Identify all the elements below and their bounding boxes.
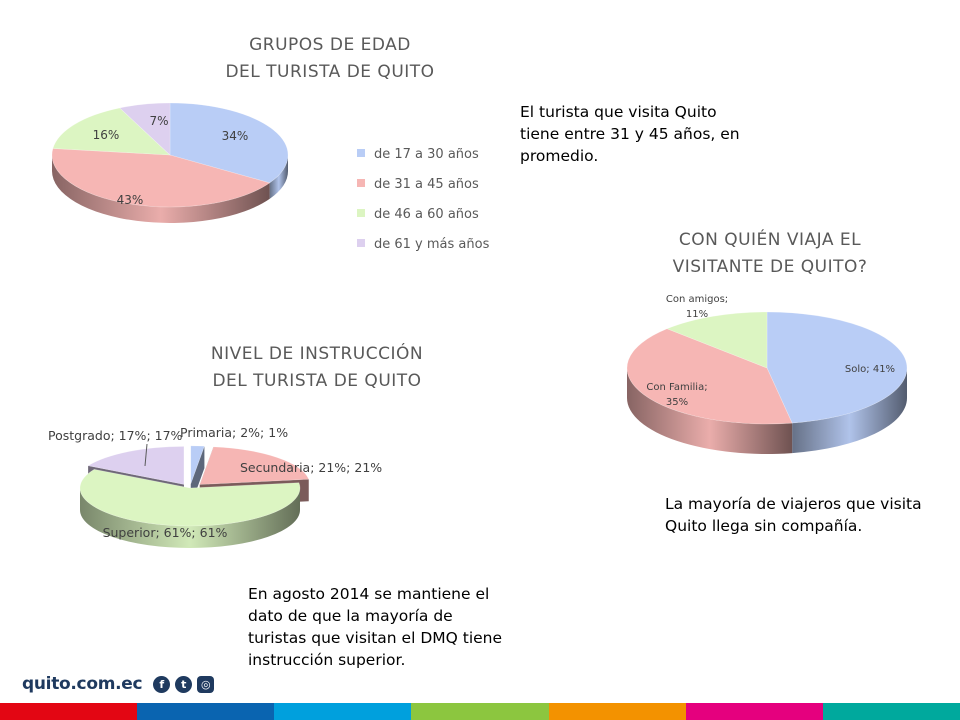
note-line: instrucción superior. bbox=[248, 651, 406, 669]
note-line: tiene entre 31 y 45 años, en bbox=[520, 125, 740, 143]
chart-title-line: DEL TURISTA DE QUITO bbox=[212, 371, 422, 391]
legend-label: de 31 a 45 años bbox=[374, 177, 479, 192]
chart-title-age: GRUPOS DE EDAD DEL TURISTA DE QUITO bbox=[200, 32, 460, 86]
pie-data-label: 34% bbox=[222, 129, 249, 143]
chart-title-line: VISITANTE DE QUITO? bbox=[672, 257, 868, 277]
chart-title-line: NIVEL DE INSTRUCCIÓN bbox=[210, 344, 424, 364]
pie-slice bbox=[51, 148, 271, 208]
pie-slice bbox=[87, 446, 185, 485]
pie-slice bbox=[52, 107, 171, 156]
pie-data-label: Primaria; 2%; 1% bbox=[180, 425, 288, 440]
pie-slice bbox=[766, 311, 908, 424]
legend-item: de 46 a 60 años bbox=[357, 207, 479, 222]
legend-label: de 46 a 60 años bbox=[374, 207, 479, 222]
pie-data-label: 16% bbox=[93, 128, 120, 142]
pie-data-label: 35% bbox=[666, 397, 688, 408]
pie-slice bbox=[169, 102, 289, 184]
note-line: dato de que la mayoría de bbox=[248, 607, 453, 625]
strip-segment bbox=[274, 703, 412, 720]
legend-label: de 17 a 30 años bbox=[374, 147, 479, 162]
chart-title-line: CON QUIÉN VIAJA EL bbox=[678, 230, 862, 250]
pie-chart-age: 34% 43% 16% 7% bbox=[51, 102, 289, 223]
note-line: En agosto 2014 se mantiene el bbox=[248, 585, 490, 603]
pie-depth bbox=[627, 368, 907, 454]
legend-swatch bbox=[357, 209, 365, 217]
pie-data-label: Secundaria; 21%; 21% bbox=[240, 460, 382, 475]
note-line: La mayoría de viajeros que visita bbox=[665, 495, 922, 513]
pie-data-label: 11% bbox=[686, 309, 708, 320]
strip-segment bbox=[548, 703, 686, 720]
legend-swatch bbox=[357, 239, 365, 247]
note-companion: La mayoría de viajeros que visita Quito … bbox=[665, 493, 935, 537]
legend-age: de 17 a 30 años de 31 a 45 años de 46 a … bbox=[357, 140, 507, 270]
note-age: El turista que visita Quito tiene entre … bbox=[520, 101, 760, 167]
strip-segment bbox=[0, 703, 138, 720]
legend-item: de 31 a 45 años bbox=[357, 177, 479, 192]
label-leader-line bbox=[144, 443, 148, 467]
pie-data-label: Con Familia; bbox=[646, 382, 707, 393]
pie-slice-side bbox=[792, 368, 907, 454]
instagram-icon[interactable]: ◎ bbox=[197, 675, 215, 693]
legend-swatch bbox=[357, 149, 365, 157]
pie-data-label: 43% bbox=[117, 193, 144, 207]
strip-segment bbox=[822, 703, 960, 720]
legend-item: de 61 y más años bbox=[357, 237, 489, 252]
pie-slice bbox=[190, 445, 205, 484]
pie-depth bbox=[52, 155, 288, 223]
chart-title-education: NIVEL DE INSTRUCCIÓN DEL TURISTA DE QUIT… bbox=[187, 341, 447, 395]
chart-title-line: GRUPOS DE EDAD bbox=[249, 35, 411, 55]
note-line: El turista que visita Quito bbox=[520, 103, 717, 121]
pie-data-label: Con amigos; bbox=[666, 294, 728, 305]
pie-slice-side bbox=[269, 155, 288, 199]
facebook-icon[interactable]: f bbox=[153, 675, 171, 693]
strip-segment bbox=[685, 703, 823, 720]
pie-slice bbox=[119, 102, 171, 156]
note-education: En agosto 2014 se mantiene el dato de qu… bbox=[238, 583, 518, 671]
pie-data-label: Superior; 61%; 61% bbox=[103, 525, 228, 540]
pie-slice-side bbox=[80, 488, 300, 548]
strip-segment bbox=[411, 703, 549, 720]
legend-item: de 17 a 30 años bbox=[357, 147, 479, 162]
pie-slice-side bbox=[627, 368, 793, 454]
chart-title-line: DEL TURISTA DE QUITO bbox=[225, 62, 435, 82]
strip-segment bbox=[137, 703, 275, 720]
chart-title-companion: CON QUIÉN VIAJA EL VISITANTE DE QUITO? bbox=[650, 227, 890, 281]
pie-slice bbox=[626, 328, 793, 425]
legend-label: de 61 y más años bbox=[374, 237, 490, 252]
footer-brand: quito.com.ec f t ◎ bbox=[22, 674, 215, 694]
pie-slice bbox=[666, 311, 768, 369]
legend-swatch bbox=[357, 179, 365, 187]
pie-data-label: Postgrado; 17%; 17% bbox=[48, 428, 183, 443]
note-line: turistas que visitan el DMQ tiene bbox=[248, 629, 503, 647]
twitter-icon[interactable]: t bbox=[175, 675, 193, 693]
note-line: promedio. bbox=[520, 147, 599, 165]
pie-slice-side bbox=[52, 155, 270, 223]
pie-data-label: 7% bbox=[149, 114, 168, 128]
footer-color-strip bbox=[0, 703, 960, 720]
pie-slice bbox=[199, 446, 310, 485]
pie-slice bbox=[79, 469, 301, 527]
note-line: Quito llega sin compañía. bbox=[665, 517, 863, 535]
brand-logo[interactable]: quito.com.ec bbox=[22, 674, 143, 694]
pie-chart-companion: Solo; 41% Con Familia; 35% Con amigos; 11% bbox=[626, 294, 908, 454]
pie-data-label: Solo; 41% bbox=[845, 364, 895, 375]
pie-chart-education: Primaria; 2%; 1% Secundaria; 21%; 21% Supe… bbox=[48, 425, 382, 548]
